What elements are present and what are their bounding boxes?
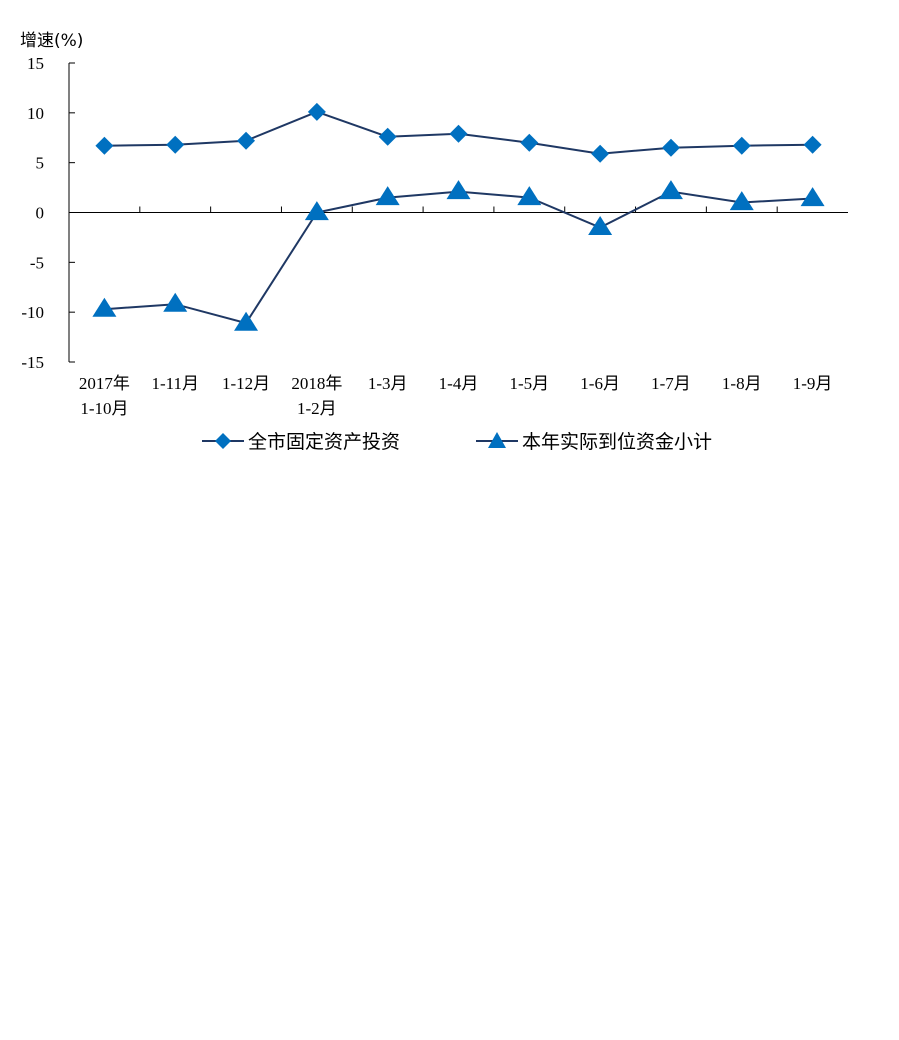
y-tick-label: 5 [36,154,45,173]
y-tick-label: -5 [30,253,44,272]
x-category-labels: 2017年 1-10月 1-11月 1-12月 2018年 1-2月 1-3月 1-4月 1-5… [79,374,833,418]
x-category-label: 1-9月 [793,374,833,393]
legend: 全市固定资产投资 本年实际到位资金小计 [202,431,712,453]
data-point-diamond [449,124,468,143]
data-point-diamond [307,102,326,121]
y-tick-label: 10 [27,104,44,123]
legend-diamond-marker [215,433,231,449]
data-point-triangle [375,186,400,206]
data-point-triangle [234,311,259,331]
y-axis-title: 增速(%) [20,31,83,51]
x-category-label: 1-11月 [151,374,199,393]
x-category-label: 1-8月 [722,374,762,393]
data-point-triangle [658,180,683,200]
y-tick-label: 15 [27,54,44,73]
x-category-label: 1-10月 [80,399,128,418]
series-layer [92,102,825,331]
y-tick-label: -10 [21,303,44,322]
data-point-diamond [95,136,114,155]
x-category-label: 1-6月 [580,374,620,393]
y-tick-label: 0 [36,204,45,223]
series-0 [95,102,822,163]
x-category-label: 1-4月 [439,374,479,393]
x-category-label: 2017年 [79,374,130,393]
data-point-triangle [588,216,613,236]
x-category-label: 1-5月 [509,374,549,393]
data-point-triangle [92,297,117,317]
data-point-diamond [591,144,610,163]
legend-label-funds: 本年实际到位资金小计 [522,431,712,453]
data-point-diamond [166,135,185,154]
data-point-triangle [304,201,329,221]
data-point-triangle [729,191,754,211]
data-point-diamond [803,135,822,154]
legend-triangle-marker [488,432,506,448]
axes [68,62,848,363]
legend-label-investment: 全市固定资产投资 [248,431,400,453]
x-category-label: 1-7月 [651,374,691,393]
y-tick-labels: 15 10 5 0 -5 -10 -15 [21,54,44,372]
x-category-label: 1-12月 [222,374,270,393]
data-point-diamond [378,127,397,146]
data-point-triangle [800,187,825,207]
data-point-diamond [661,138,680,157]
series-1 [92,180,825,331]
y-tick-label: -15 [21,353,44,372]
x-category-label: 1-3月 [368,374,408,393]
x-category-label: 1-2月 [297,399,337,418]
data-point-diamond [520,133,539,152]
data-point-diamond [732,136,751,155]
data-point-diamond [237,131,256,150]
data-point-triangle [517,186,542,206]
data-point-triangle [446,180,471,200]
data-point-triangle [163,292,188,312]
x-category-label: 2018年 [291,374,342,393]
